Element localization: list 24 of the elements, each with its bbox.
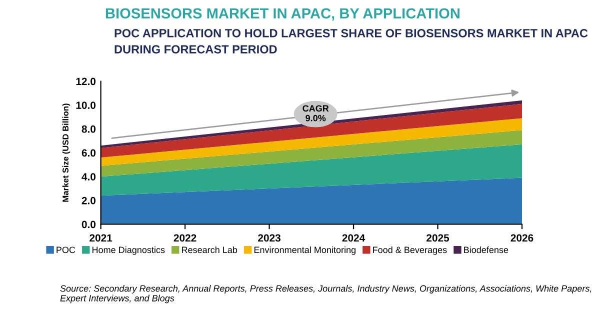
x-tick-label: 2022: [174, 234, 196, 242]
y-tick-label: 8.0: [82, 125, 96, 133]
legend-label: Research Lab: [182, 246, 238, 254]
x-tick-label: 2023: [258, 234, 280, 242]
y-tick-label: 6.0: [82, 149, 96, 157]
chart-title: BIOSENSORS MARKET IN APAC, BY APPLICATION: [106, 8, 460, 21]
y-tick-label: 2.0: [82, 196, 96, 204]
x-tick-label: 2025: [426, 234, 450, 242]
chart-subtitle: POC APPLICATION TO HOLD LARGEST SHARE OF BIOSENSORS MARKET IN APAC DURING FORECAST PERIOD: [114, 28, 588, 54]
source-note: Source: Secondary Research, Annual Reports, Press Releases, Journals, Industry News, Organizations, Associations, White Papers, Expert Interviews, and Blogs: [60, 285, 592, 304]
legend-label: Biodefense: [464, 246, 508, 254]
y-tick-label: 0.0: [82, 220, 96, 228]
annotation: CAGR 9.0%: [302, 105, 329, 122]
y-tick-label: 10.0: [76, 102, 96, 109]
y-tick-label: 12.0: [76, 78, 96, 86]
legend-label: POC: [56, 246, 76, 254]
legend-label: Food & Beverages: [373, 246, 447, 255]
legend-label: Environmental Monitoring: [254, 246, 356, 255]
y-axis-title: Market Size (USD Billion): [62, 104, 70, 202]
x-tick-label: 2021: [90, 234, 112, 242]
x-tick-label: 2026: [510, 234, 534, 242]
legend-label: Home Diagnostics: [92, 246, 165, 255]
x-tick-label: 2024: [342, 234, 366, 242]
y-tick-label: 4.0: [82, 173, 96, 180]
